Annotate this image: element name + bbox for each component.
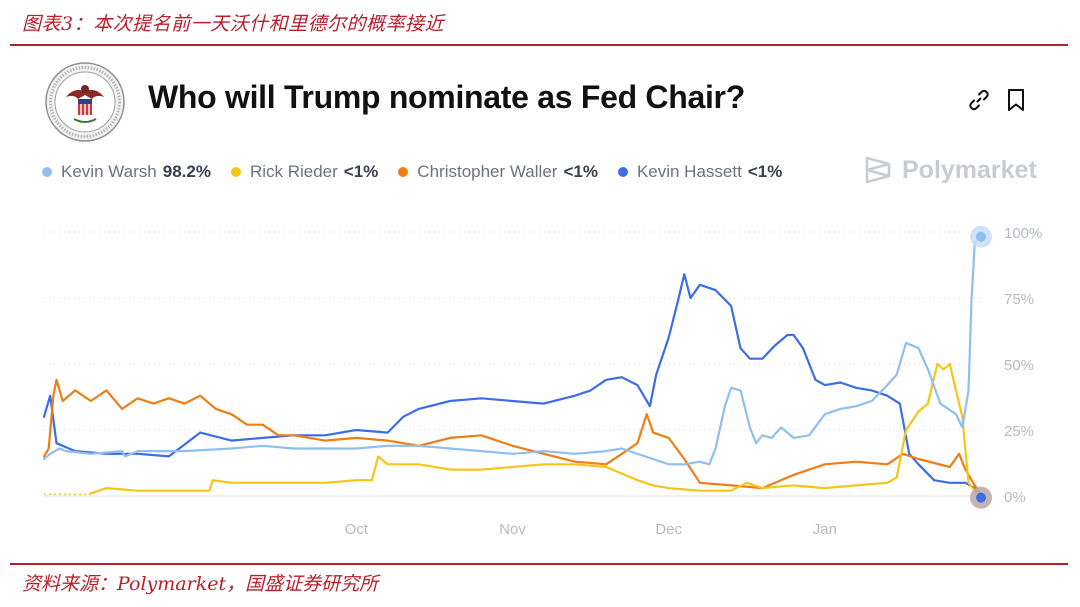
figure-caption: 图表3：本次提名前一天沃什和里德尔的概率接近 bbox=[22, 13, 445, 35]
y-tick-label: 75% bbox=[1004, 291, 1034, 308]
series-line-warsh bbox=[42, 235, 983, 466]
x-tick-label: Oct bbox=[345, 521, 369, 538]
legend-dot-waller bbox=[398, 167, 409, 177]
legend-item-hassett[interactable]: Kevin Hassett <1% bbox=[617, 162, 783, 182]
top-rule bbox=[10, 44, 1068, 46]
legend-dot-hassett bbox=[617, 167, 628, 177]
series-line-hassett bbox=[42, 273, 983, 496]
legend-dot-rieder bbox=[230, 167, 241, 177]
chart-title: Who will Trump nominate as Fed Chair? bbox=[148, 79, 745, 115]
legend-value-waller: <1% bbox=[563, 162, 598, 181]
legend-value-rieder: <1% bbox=[343, 162, 379, 181]
legend-item-waller[interactable]: Christopher Waller <1% bbox=[398, 162, 598, 182]
bottom-rule bbox=[10, 563, 1068, 565]
series-line-waller bbox=[42, 378, 983, 496]
bookmark-icon[interactable] bbox=[1004, 86, 1028, 114]
y-tick-label: 100% bbox=[1004, 225, 1042, 242]
link-icon[interactable] bbox=[967, 86, 991, 114]
source-caption: 资料来源：Polymarket，国盛证券研究所 bbox=[22, 573, 379, 595]
legend-value-warsh: 98.2% bbox=[162, 162, 211, 181]
y-tick-label: 25% bbox=[1004, 423, 1034, 440]
polymarket-brand-label: Polymarket bbox=[902, 155, 1037, 184]
legend-label-hassett: Kevin Hassett bbox=[636, 162, 742, 181]
x-tick-label: Nov bbox=[499, 521, 526, 538]
marker-hassett bbox=[976, 492, 986, 503]
legend-item-warsh[interactable]: Kevin Warsh 98.2% bbox=[42, 162, 211, 182]
federal-reserve-seal-icon bbox=[45, 62, 125, 142]
legend-label-waller: Christopher Waller bbox=[417, 162, 558, 181]
polymarket-brand[interactable]: Polymarket bbox=[864, 155, 1037, 185]
marker-warsh bbox=[976, 231, 986, 242]
polymarket-logo-icon bbox=[865, 156, 891, 184]
series-line-rieder bbox=[89, 362, 983, 496]
legend-dot-warsh bbox=[42, 167, 52, 177]
y-tick-label: 50% bbox=[1004, 357, 1034, 374]
legend-label-rieder: Rick Rieder bbox=[249, 162, 338, 181]
x-tick-label: Dec bbox=[655, 521, 682, 538]
legend-item-rieder[interactable]: Rick Rieder <1% bbox=[230, 162, 379, 182]
legend-value-hassett: <1% bbox=[747, 162, 783, 181]
y-tick-label: 0% bbox=[1004, 489, 1026, 506]
chart-legend: Kevin Warsh 98.2% Rick Rieder <1% Christ… bbox=[42, 162, 802, 182]
x-tick-label: Jan bbox=[813, 521, 837, 538]
legend-label-warsh: Kevin Warsh bbox=[61, 162, 157, 181]
